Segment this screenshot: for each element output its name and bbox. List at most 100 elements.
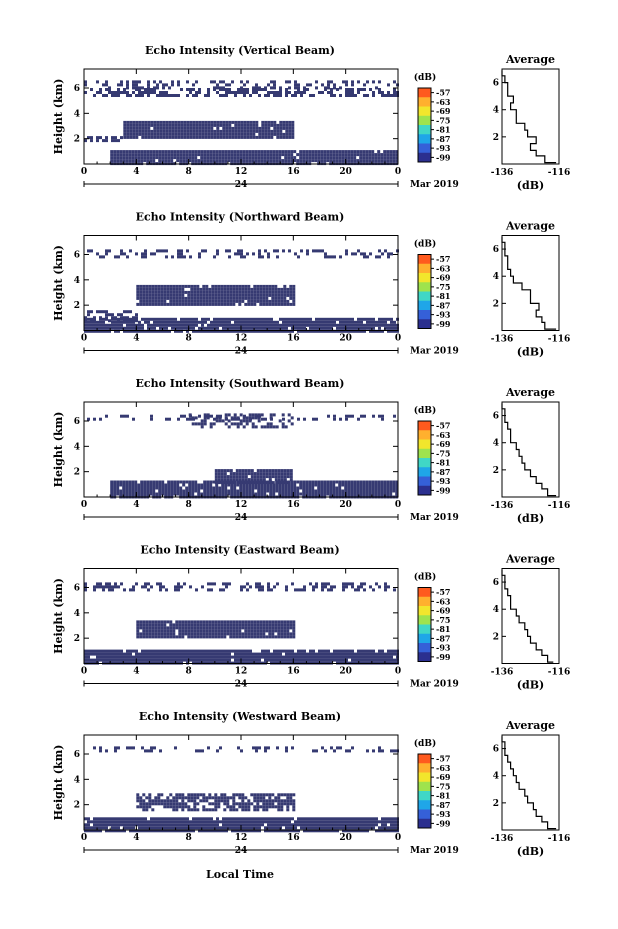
echo-cells	[84, 582, 399, 665]
echo-cell	[181, 805, 185, 809]
echo-cell	[165, 135, 169, 139]
echo-cell	[137, 486, 141, 490]
echo-cell	[151, 290, 155, 294]
echo-cell	[280, 287, 284, 291]
echo-cell	[238, 296, 242, 300]
echo-cell	[234, 94, 237, 97]
echo-cell	[273, 326, 276, 330]
echo-cell	[190, 620, 194, 624]
echo-cell	[223, 287, 227, 291]
echo-cell	[248, 483, 252, 487]
echo-cell	[277, 793, 281, 797]
echo-cell	[271, 629, 275, 633]
echo-cell	[283, 475, 287, 479]
echo-cell	[126, 746, 129, 750]
echo-cell	[207, 135, 211, 139]
echo-cell	[114, 316, 117, 320]
echo-cell	[312, 826, 315, 830]
echo-cell	[375, 582, 378, 586]
echo-cell	[318, 823, 321, 827]
echo-cell	[237, 823, 240, 827]
echo-cell	[116, 480, 120, 484]
echo-cell	[179, 489, 183, 493]
echo-cell	[280, 623, 284, 627]
echo-cell	[204, 135, 208, 139]
echo-cell	[357, 317, 360, 321]
echo-cell	[180, 329, 183, 333]
echo-cell	[259, 296, 263, 300]
colorbar-tick-label: -99	[436, 652, 451, 662]
echo-cell	[255, 320, 258, 324]
echo-cell	[218, 486, 222, 490]
echo-cell	[372, 649, 375, 653]
echo-cell	[147, 80, 150, 84]
echo-cell	[305, 153, 309, 157]
echo-cell	[180, 817, 183, 821]
echo-cell	[199, 793, 203, 797]
echo-cell	[183, 320, 186, 324]
echo-cell	[165, 326, 168, 330]
echo-cell	[145, 629, 149, 633]
echo-cell	[241, 478, 245, 482]
echo-cell	[156, 323, 159, 327]
echo-cell	[216, 652, 219, 656]
echo-cell	[140, 483, 144, 487]
echo-cell	[256, 623, 260, 627]
echo-cell	[96, 655, 99, 659]
echo-cell	[354, 326, 357, 330]
echo-cell	[216, 83, 219, 87]
echo-cell	[347, 156, 351, 160]
echo-cell	[242, 159, 246, 163]
echo-cell	[390, 817, 393, 821]
echo-cell	[175, 302, 179, 306]
echo-cell	[241, 296, 245, 300]
echo-cell	[168, 820, 171, 824]
echo-cell	[216, 249, 219, 253]
echo-cell	[146, 489, 150, 493]
echo-cell	[234, 323, 237, 327]
echo-cell	[244, 802, 248, 806]
echo-cell	[227, 492, 231, 496]
echo-cell	[330, 80, 333, 84]
date-label: Mar 2019	[410, 180, 459, 190]
echo-cell	[149, 156, 153, 160]
echo-cell	[282, 326, 285, 330]
echo-cell	[153, 88, 156, 91]
echo-cell	[125, 150, 129, 154]
echo-cell	[204, 129, 208, 133]
echo-cell	[209, 425, 213, 429]
echo-cell	[312, 820, 315, 824]
echo-cell	[167, 492, 171, 496]
echo-cell	[254, 413, 258, 417]
echo-cell	[318, 829, 321, 833]
echo-cell	[393, 820, 396, 824]
echo-cell	[390, 329, 393, 333]
echo-cell	[170, 159, 174, 163]
echo-cell	[171, 129, 175, 133]
echo-cell	[374, 156, 378, 160]
echo-cell	[356, 486, 360, 490]
x-tick-label: 20	[339, 667, 352, 677]
echo-cell	[229, 808, 233, 812]
echo-cell	[213, 123, 217, 127]
echo-cell	[198, 255, 201, 259]
echo-cell	[374, 492, 378, 496]
echo-cell	[195, 655, 198, 659]
echo-cell	[354, 655, 357, 659]
echo-cell	[177, 582, 180, 586]
echo-cell	[285, 123, 289, 127]
echo-cell	[93, 652, 96, 656]
echo-cell	[268, 620, 272, 624]
echo-cell	[272, 489, 276, 493]
echo-cell	[314, 153, 318, 157]
echo-cell	[270, 826, 273, 830]
echo-cell	[148, 799, 152, 803]
echo-cell	[228, 135, 232, 139]
echo-cell	[306, 252, 309, 256]
echo-cell	[174, 649, 177, 653]
echo-cell	[257, 413, 261, 417]
echo-cell	[219, 123, 223, 127]
echo-cell	[339, 658, 342, 662]
echo-cell	[175, 796, 179, 800]
echo-cell	[291, 120, 295, 124]
